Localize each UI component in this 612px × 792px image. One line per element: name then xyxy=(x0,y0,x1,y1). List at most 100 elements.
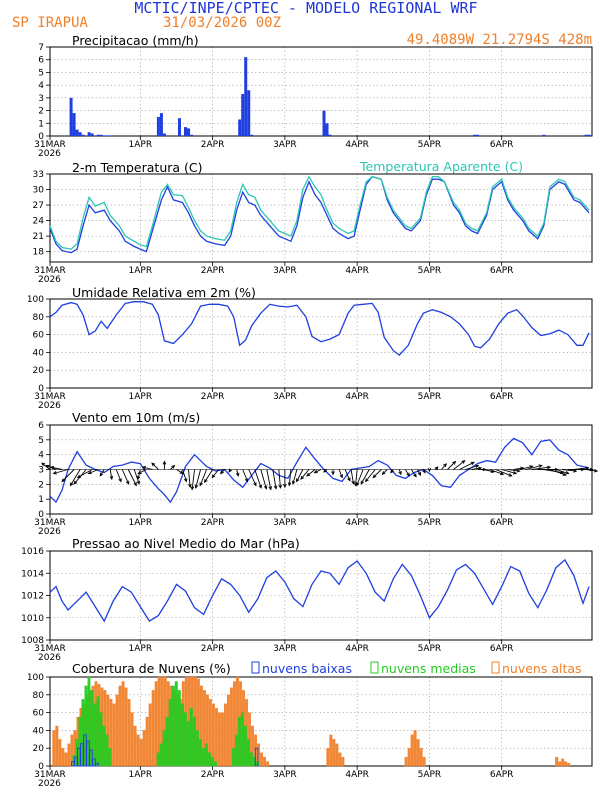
cloud-bar-nuvens-medias xyxy=(250,752,253,767)
plot-frame xyxy=(49,550,593,641)
panel-3 xyxy=(46,298,593,392)
wind-vector xyxy=(191,469,195,490)
cloud-bar-nuvens-medias xyxy=(213,761,217,767)
x-tick-label: 5APR xyxy=(418,392,442,402)
wind-arrowhead xyxy=(390,469,394,474)
cloud-bar-nuvens-medias xyxy=(105,734,109,767)
wind-vector xyxy=(356,469,364,486)
cloud-bar-nuvens-altas xyxy=(561,758,565,767)
wind-arrowhead xyxy=(287,482,292,487)
wind-vector xyxy=(242,469,248,482)
plot-frame xyxy=(49,676,593,767)
wind-vector xyxy=(507,469,520,472)
cloud-bar-nuvens-altas xyxy=(567,763,571,767)
wind-arrowhead xyxy=(291,480,296,485)
cloud-bar-nuvens-altas xyxy=(341,756,345,767)
y-tick-label: 6 xyxy=(38,421,44,431)
wind-vector xyxy=(355,469,358,486)
y-tick-label: 0 xyxy=(38,132,44,142)
x-tick-label: 1APR xyxy=(129,518,153,528)
cloud-bar-nuvens-medias xyxy=(186,721,190,767)
x-tick-label: 31MAR xyxy=(34,392,66,402)
wind-vector xyxy=(266,469,272,490)
cloud-bar-nuvens-medias xyxy=(204,743,208,767)
precip-bar xyxy=(584,134,588,136)
wind-arrowhead xyxy=(339,474,343,479)
wind-arrowhead xyxy=(137,470,142,474)
precip-bar xyxy=(238,119,242,136)
wind-vector xyxy=(501,469,517,474)
panel-4 xyxy=(41,424,599,518)
wind-vector xyxy=(50,466,63,470)
x-tick-label: 1APR xyxy=(129,392,153,402)
y-tick-label: 6 xyxy=(38,56,44,66)
cloud-bar-nuvens-altas xyxy=(115,694,119,767)
cloud-bar-nuvens-altas xyxy=(223,703,227,767)
x-tick-label: 4APR xyxy=(345,266,369,276)
wind-vector xyxy=(314,469,322,474)
wind-vector xyxy=(109,469,113,480)
cloud-bar-nuvens-altas xyxy=(407,748,411,767)
legend-mid-swatch xyxy=(370,661,379,674)
x-tick-label: 4APR xyxy=(345,140,369,150)
wind-arrowhead xyxy=(475,464,480,469)
x-tick-label: 1APR xyxy=(129,644,153,654)
series-line-1 xyxy=(49,301,590,356)
wind-vector xyxy=(483,469,495,473)
y-tick-label: 1014 xyxy=(21,569,44,579)
y-tick-label: 3 xyxy=(38,466,44,476)
wind-vector xyxy=(236,469,239,477)
cloud-bar-nuvens-altas xyxy=(118,685,122,767)
x-tick-label: 4APR xyxy=(345,518,369,528)
x-tick-label: 2APR xyxy=(201,392,225,402)
wind-arrowhead xyxy=(360,480,365,485)
wind-vector xyxy=(142,466,153,470)
wind-arrowhead xyxy=(585,466,590,470)
cloud-bar-nuvens-altas xyxy=(555,756,559,767)
x-tick-label: 31MAR xyxy=(34,644,66,654)
wind-vector xyxy=(73,469,87,485)
wind-arrowhead xyxy=(99,472,104,477)
wind-arrowhead xyxy=(313,469,318,474)
x-tick-label: 2APR xyxy=(201,266,225,276)
wind-vector xyxy=(519,465,533,470)
wind-vector xyxy=(585,469,598,472)
y-tick-label: 80 xyxy=(33,313,45,323)
y-tick-label: 27 xyxy=(33,201,44,211)
cloud-bar-nuvens-altas xyxy=(145,716,149,767)
cloud-bar-nuvens-altas xyxy=(230,687,233,767)
y-tick-label: 0 xyxy=(38,384,44,394)
wind-arrowhead xyxy=(356,482,360,487)
precip-bar xyxy=(156,116,160,136)
wind-arrowhead xyxy=(136,475,141,481)
wind-arrowhead xyxy=(443,463,447,468)
cloud-bar-nuvens-altas xyxy=(130,712,134,767)
wind-vector xyxy=(360,469,370,485)
cloud-bar-nuvens-altas xyxy=(410,734,414,767)
wind-vector xyxy=(549,469,566,476)
cloud-bar-nuvens-altas xyxy=(112,703,116,767)
wind-vector xyxy=(41,462,51,470)
cloud-bar-nuvens-altas xyxy=(422,756,426,767)
cloud-bar-nuvens-medias xyxy=(238,716,241,767)
wind-arrowhead xyxy=(422,469,426,474)
wind-vector xyxy=(441,463,447,470)
wind-arrowhead xyxy=(133,482,137,487)
x-tick-label: 1APR xyxy=(129,140,153,150)
precip-bar xyxy=(105,135,109,136)
wind-arrowhead xyxy=(461,460,466,464)
wind-arrowhead xyxy=(381,471,386,476)
precip-bar xyxy=(473,134,477,136)
y-tick-label: 18 xyxy=(33,248,45,258)
wind-vector xyxy=(61,469,75,482)
wind-vector xyxy=(204,469,213,483)
cloud-bar-nuvens-altas xyxy=(127,699,131,767)
precip-bar xyxy=(108,135,112,136)
wind-arrowhead xyxy=(244,478,249,483)
cloud-bar-nuvens-altas xyxy=(121,681,125,767)
x-year-label: 2026 xyxy=(38,149,61,159)
cloud-bar-nuvens-medias xyxy=(93,703,97,767)
wind-arrowhead xyxy=(125,480,130,485)
cloud-bar-nuvens-medias xyxy=(235,734,238,767)
wind-arrowhead xyxy=(573,469,578,473)
